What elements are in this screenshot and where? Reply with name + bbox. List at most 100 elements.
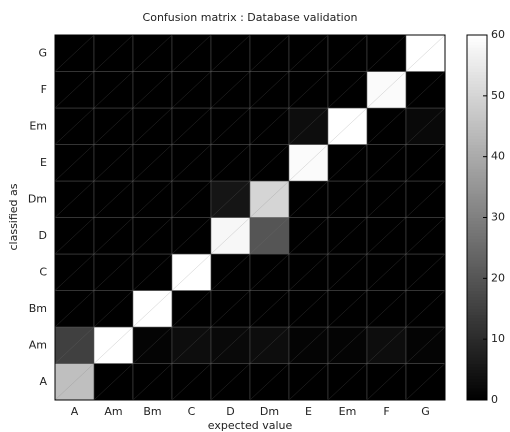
- hatch-line: [171, 144, 445, 400]
- colorbar-step: [467, 363, 487, 368]
- hatch-line: [55, 35, 173, 145]
- hatch-line: [249, 217, 445, 400]
- y-tick-label: G: [38, 46, 47, 59]
- colorbar-step: [467, 250, 487, 255]
- hatch-line: [55, 35, 212, 182]
- colorbar-step: [467, 53, 487, 57]
- colorbar-step: [467, 111, 487, 115]
- colorbar-step: [467, 314, 487, 319]
- hatch: [55, 35, 445, 400]
- plot-frame: [54, 34, 446, 401]
- colorbar-step: [467, 302, 487, 307]
- colorbar-step: [467, 235, 487, 240]
- colorbar-step: [467, 177, 487, 182]
- colorbar-step: [467, 126, 487, 130]
- colorbar-step: [467, 269, 487, 273]
- colorbar-step: [467, 144, 487, 149]
- hatch-line: [55, 35, 134, 109]
- colorbar-step: [467, 65, 487, 69]
- colorbar-step: [467, 342, 487, 346]
- colorbar-tick-label: 60: [491, 28, 505, 41]
- colorbar-step: [467, 241, 487, 246]
- hatch-line: [55, 35, 445, 400]
- colorbar-step: [467, 205, 487, 209]
- x-tick-label: D: [226, 405, 234, 418]
- colorbar-step: [467, 360, 487, 364]
- colorbar-step: [467, 247, 487, 252]
- colorbar-step: [467, 320, 487, 325]
- colorbar-step: [467, 101, 487, 106]
- colorbar-step: [467, 95, 487, 100]
- colorbar-step: [467, 390, 487, 395]
- colorbar-step: [467, 372, 487, 377]
- colorbar-step: [467, 348, 487, 352]
- colorbar-step: [467, 290, 487, 295]
- colorbar-step: [467, 123, 487, 127]
- colorbar-step: [467, 162, 487, 167]
- colorbar-step: [467, 44, 487, 48]
- x-tick-label: E: [305, 405, 312, 418]
- hatch-line: [55, 35, 368, 328]
- y-tick-label: C: [39, 265, 47, 278]
- colorbar-step: [467, 357, 487, 361]
- colorbar-step: [467, 193, 487, 197]
- colorbar-step: [467, 74, 487, 79]
- colorbar-step: [467, 272, 487, 276]
- colorbar-step: [467, 92, 487, 97]
- colorbar-step: [467, 150, 487, 155]
- colorbar-step: [467, 333, 487, 337]
- colorbar-step: [467, 159, 487, 164]
- x-tick-label: Em: [339, 405, 357, 418]
- colorbar-step: [467, 317, 487, 322]
- colorbar-step: [467, 165, 487, 170]
- colorbar-step: [467, 59, 487, 63]
- y-tick-label: F: [41, 83, 47, 96]
- colorbar-step: [467, 174, 487, 179]
- colorbar-step: [467, 217, 487, 222]
- colorbar-step: [467, 384, 487, 389]
- colorbar-tick-label: 0: [491, 393, 498, 406]
- x-tick-label: G: [421, 405, 430, 418]
- colorbar-step: [467, 196, 487, 200]
- colorbar-step: [467, 299, 487, 304]
- hatch-line: [327, 290, 445, 400]
- colorbar-step: [467, 330, 487, 334]
- colorbar-step: [467, 229, 487, 234]
- colorbar-step: [467, 345, 487, 349]
- colorbar-step: [467, 323, 487, 328]
- colorbar-step: [467, 260, 487, 264]
- colorbar-step: [467, 214, 487, 218]
- colorbar-step: [467, 351, 487, 355]
- colorbar-step: [467, 305, 487, 310]
- hatch-line: [210, 180, 445, 400]
- colorbar-step: [467, 396, 487, 401]
- colorbar-tick-label: 20: [491, 271, 505, 284]
- colorbar-step: [467, 77, 487, 82]
- colorbar-step: [467, 244, 487, 249]
- colorbar-step: [467, 56, 487, 60]
- colorbar-step: [467, 278, 487, 282]
- colorbar-step: [467, 86, 487, 91]
- colorbar-tick-label: 10: [491, 332, 505, 345]
- colorbar-step: [467, 327, 487, 331]
- colorbar-step: [467, 80, 487, 85]
- colorbar-step: [467, 393, 487, 398]
- colorbar-step: [467, 187, 487, 191]
- colorbar-step: [467, 336, 487, 340]
- colorbar-step: [467, 38, 487, 42]
- colorbar-step: [467, 284, 487, 288]
- colorbar-step: [467, 257, 487, 261]
- colorbar-step: [467, 47, 487, 51]
- colorbar-step: [467, 135, 487, 139]
- colorbar-step: [467, 238, 487, 243]
- colorbar-step: [467, 211, 487, 215]
- colorbar-step: [467, 71, 487, 76]
- colorbar-step: [467, 226, 487, 231]
- colorbar-step: [467, 190, 487, 194]
- y-tick-label: Am: [29, 338, 47, 351]
- hatch-line: [55, 35, 329, 291]
- colorbar-step: [467, 181, 487, 185]
- colorbar-step: [467, 156, 487, 161]
- colorbar-step: [467, 339, 487, 343]
- colorbar-step: [467, 387, 487, 392]
